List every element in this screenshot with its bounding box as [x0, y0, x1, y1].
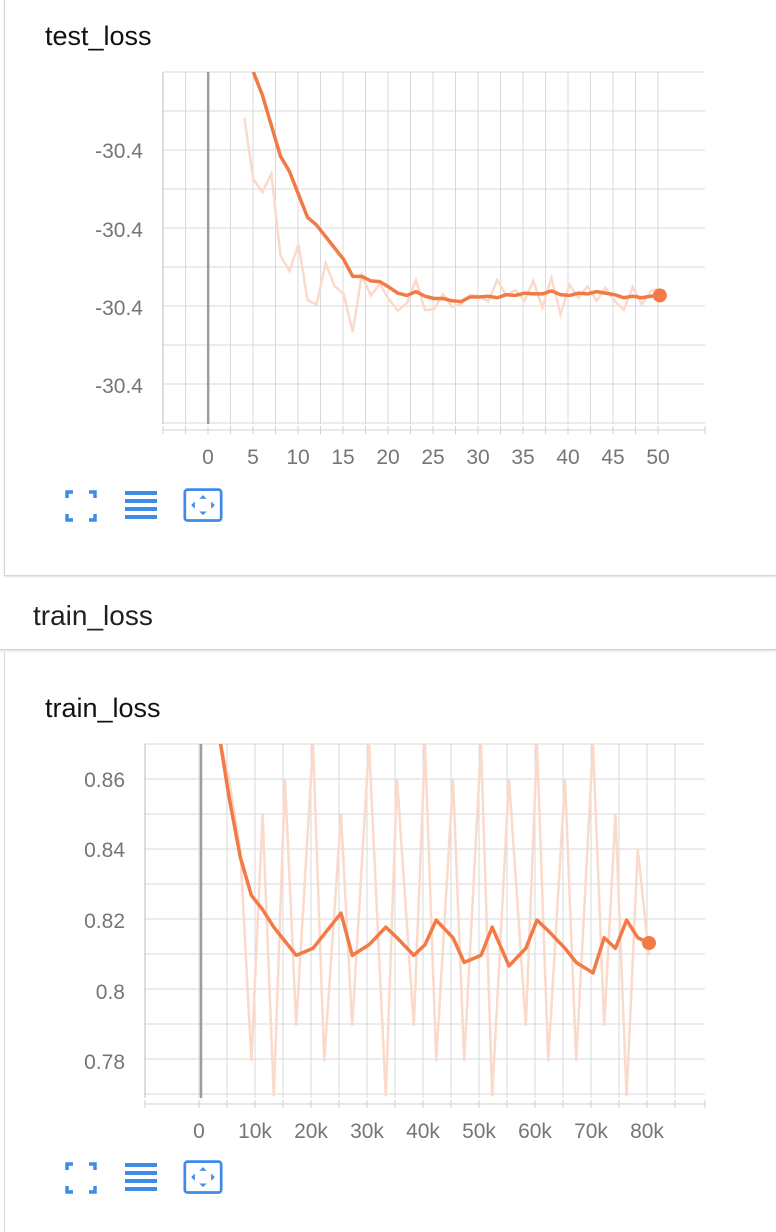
last-value-marker[interactable]	[652, 288, 667, 303]
chart-toolbar	[61, 486, 241, 526]
x-tick-label: 60k	[518, 1120, 552, 1143]
x-tick-label: 5	[247, 446, 259, 469]
toggle-log-lines-icon	[125, 1163, 157, 1191]
smoothed-series-line	[251, 72, 660, 304]
x-tick-label: 10k	[238, 1120, 272, 1143]
chart-title: train_loss	[45, 693, 161, 723]
x-tick-label: 10	[286, 446, 309, 469]
x-tick-label: 40	[556, 446, 579, 469]
x-tick-label: 30	[466, 446, 489, 469]
x-tick-label: 50k	[462, 1120, 496, 1143]
x-tick-label: 0	[193, 1120, 205, 1143]
x-tick-label: 40k	[406, 1120, 440, 1143]
y-tick-label: -30.4	[95, 375, 143, 398]
reset-zoom-icon	[183, 488, 223, 522]
test-loss-chart[interactable]: -30.4 -30.4 -30.4 -30.4 0 5 10 15 20 25 30 35 40 45 50	[5, 0, 776, 480]
raw-series-line	[243, 117, 661, 333]
chart-plot-area	[162, 71, 706, 434]
y-tick-label: 0.78	[84, 1051, 125, 1074]
x-tick-label: 35	[511, 446, 534, 469]
chart-title: test_loss	[45, 21, 152, 51]
x-tick-label: 0	[202, 446, 214, 469]
y-tick-label: -30.4	[95, 297, 143, 320]
group-header-label: train_loss	[33, 600, 153, 631]
reset-zoom-button[interactable]	[183, 486, 223, 526]
fit-to-screen-button[interactable]	[61, 486, 101, 526]
y-tick-label: 0.84	[84, 839, 125, 862]
x-tick-label: 50	[646, 446, 669, 469]
y-tick-label: 0.8	[96, 981, 125, 1004]
chart-toolbar	[61, 1158, 241, 1198]
x-tick-label: 70k	[574, 1120, 608, 1143]
train-loss-card: train_loss 0.86 0.84 0.82 0.8 0.78 0 10k 20k 30k…	[4, 652, 776, 1232]
y-tick-label: 0.86	[84, 769, 125, 792]
x-tick-label: 30k	[350, 1120, 384, 1143]
fit-to-screen-button[interactable]	[61, 1158, 101, 1198]
x-tick-label: 20k	[294, 1120, 328, 1143]
test-loss-card: test_loss -30.4 -30.4 -30.4 -30.4 0 5 10 15 20 25…	[4, 0, 776, 576]
x-tick-label: 45	[601, 446, 624, 469]
fit-to-screen-icon	[65, 490, 97, 522]
toggle-log-lines-icon	[125, 491, 157, 519]
toggle-log-lines-button[interactable]	[121, 486, 161, 526]
reset-zoom-icon	[183, 1160, 223, 1194]
y-tick-label: -30.4	[95, 219, 143, 242]
raw-series-line	[219, 744, 651, 1097]
x-tick-label: 15	[331, 446, 354, 469]
y-tick-label: -30.4	[95, 140, 143, 163]
x-tick-label: 25	[421, 446, 444, 469]
group-header-train-loss[interactable]: train_loss	[0, 578, 776, 650]
y-tick-label: 0.82	[84, 910, 125, 933]
toggle-log-lines-button[interactable]	[121, 1158, 161, 1198]
x-tick-label: 80k	[630, 1120, 664, 1143]
smoothed-series-line	[218, 744, 650, 975]
train-loss-chart[interactable]: 0.86 0.84 0.82 0.8 0.78 0 10k 20k 30k 40k 50k 60k 70…	[5, 652, 776, 1152]
x-tick-label: 20	[376, 446, 399, 469]
fit-to-screen-icon	[65, 1162, 97, 1194]
reset-zoom-button[interactable]	[183, 1158, 223, 1198]
last-value-marker[interactable]	[642, 936, 656, 951]
